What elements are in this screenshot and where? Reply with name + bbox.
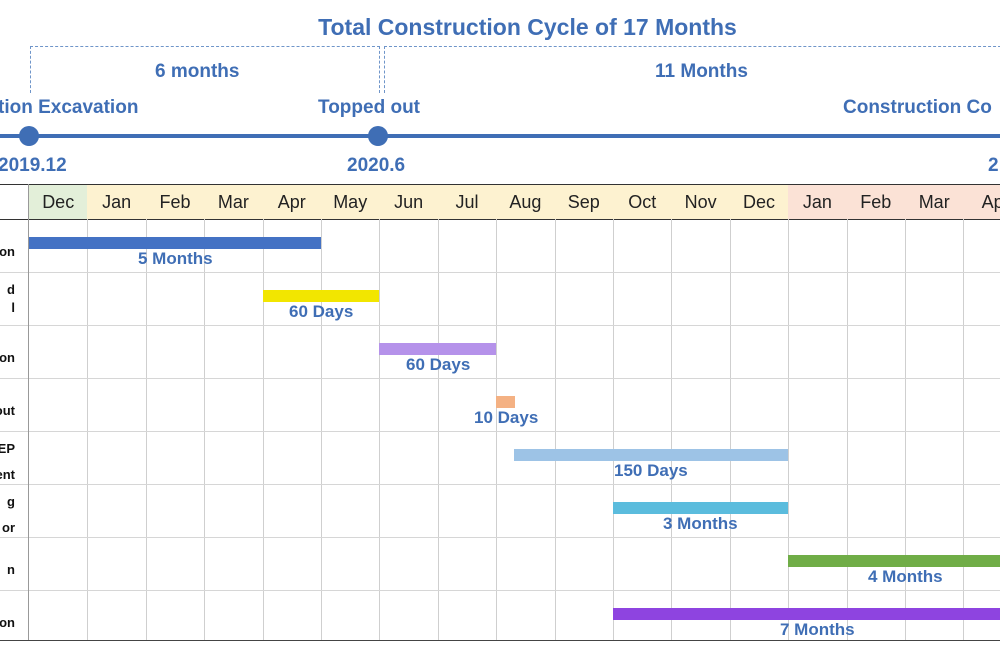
timeline-axis (0, 134, 1000, 138)
task-label-0: on (0, 244, 15, 259)
grid-vline (437, 219, 439, 641)
segment-label-6-months: 6 months (155, 61, 240, 82)
bar-duration-label-0: 5 Months (138, 249, 213, 268)
grid-vline (496, 219, 498, 641)
task-label-7: on (0, 615, 15, 630)
gantt-bar-1 (262, 290, 380, 302)
gantt-bar-3 (496, 396, 516, 408)
grid-hline (0, 537, 1000, 538)
task-label-4: IEP (0, 441, 15, 456)
grid-vline (262, 219, 264, 641)
month-header-13: Jan (788, 185, 847, 219)
grid-hline (0, 484, 1000, 485)
month-header-6: Jun (379, 185, 438, 219)
bracket-11-months (384, 46, 1000, 93)
bar-duration-label-4: 150 Days (614, 461, 688, 480)
grid-vline (963, 219, 965, 641)
grid-vline (905, 219, 906, 641)
task-label-3: -out (0, 403, 15, 418)
schedule-grid (0, 219, 1000, 641)
milestone-completion: Construction Co (843, 97, 992, 118)
bar-duration-label-2: 60 Days (406, 355, 471, 374)
grid-vline (145, 219, 147, 641)
grid-vline (846, 219, 848, 641)
bar-duration-label-5: 3 Months (663, 514, 738, 533)
grid-vline (729, 219, 731, 641)
month-header-12: Dec (729, 185, 789, 219)
task-label-5: g (7, 494, 15, 509)
grid-vline (204, 219, 206, 641)
bar-duration-label-7: 7 Months (780, 620, 855, 639)
month-header-row: Dec Jan Feb Mar Apr May Jun Jul Aug Sep Oct Nov Dec J… (0, 184, 1000, 220)
bar-duration-label-1: 60 Days (289, 302, 354, 321)
bracket-6-months (30, 46, 380, 93)
task-label-2: ction (0, 350, 15, 365)
date-label-2019-12: 2019.12 (0, 155, 67, 176)
task-label-1: d (7, 282, 15, 297)
month-header-7: Jul (437, 185, 497, 219)
timeline-dot-topped-out (368, 126, 388, 146)
grid-vline (321, 219, 322, 641)
left-grid-border (28, 184, 29, 641)
task-label-6: n (7, 562, 15, 577)
segment-label-11-months: 11 Months (655, 61, 748, 82)
gantt-bar-5 (613, 502, 789, 514)
grid-hline (0, 431, 1000, 432)
gantt-bar-4 (513, 449, 789, 461)
grid-vline (554, 219, 556, 641)
grid-vline (613, 219, 614, 641)
month-header-1: Jan (87, 185, 146, 219)
bar-duration-label-6: 4 Months (868, 567, 943, 586)
gantt-bar-2 (379, 343, 497, 355)
month-header-9: Sep (554, 185, 613, 219)
gantt-bar-0 (29, 237, 321, 249)
grid-hline (0, 590, 1000, 591)
month-header-5: May (321, 185, 380, 219)
month-header-14: Feb (846, 185, 905, 219)
timeline-dot-excavation (19, 126, 39, 146)
month-header-2: Feb (145, 185, 205, 219)
gantt-bar-7 (613, 608, 1000, 620)
task-label-5: or (2, 520, 15, 535)
month-header-4: Apr (262, 185, 321, 219)
grid-hline (0, 325, 1000, 326)
month-header-15: Mar (905, 185, 964, 219)
task-label-1: l (11, 300, 15, 315)
task-label-4: ent (0, 467, 15, 482)
milestone-excavation: tion Excavation (0, 97, 139, 118)
chart-title: Total Construction Cycle of 17 Months (318, 14, 737, 40)
chart-bottom-border (0, 640, 1000, 641)
month-header-8: Aug (496, 185, 555, 219)
month-header-11: Nov (671, 185, 730, 219)
grid-vline (87, 219, 89, 641)
gantt-bar-6 (788, 555, 1000, 567)
bar-duration-label-3: 10 Days (474, 408, 539, 427)
grid-vline (671, 219, 673, 641)
grid-hline (0, 272, 1000, 273)
month-header-3: Mar (204, 185, 263, 219)
month-header-0: Dec (29, 185, 88, 219)
month-header-10: Oct (613, 185, 672, 219)
milestone-topped-out: Topped out (318, 97, 421, 118)
grid-hline (0, 378, 1000, 379)
grid-vline (379, 219, 381, 641)
date-label-next: 2 (988, 155, 999, 176)
date-label-2020-6: 2020.6 (347, 155, 406, 176)
grid-vline (788, 219, 790, 641)
month-header-16: Ap (963, 185, 1000, 219)
